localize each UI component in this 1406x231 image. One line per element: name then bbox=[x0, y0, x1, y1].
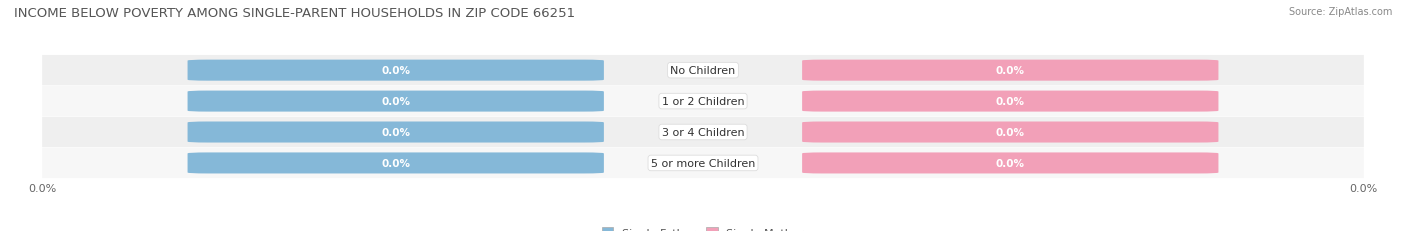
FancyBboxPatch shape bbox=[187, 91, 605, 112]
FancyBboxPatch shape bbox=[42, 148, 1364, 178]
Text: 0.0%: 0.0% bbox=[381, 66, 411, 76]
Text: 0.0%: 0.0% bbox=[995, 128, 1025, 137]
FancyBboxPatch shape bbox=[42, 56, 1364, 86]
Text: 5 or more Children: 5 or more Children bbox=[651, 158, 755, 168]
Text: INCOME BELOW POVERTY AMONG SINGLE-PARENT HOUSEHOLDS IN ZIP CODE 66251: INCOME BELOW POVERTY AMONG SINGLE-PARENT… bbox=[14, 7, 575, 20]
FancyBboxPatch shape bbox=[801, 60, 1219, 81]
FancyBboxPatch shape bbox=[801, 91, 1219, 112]
Text: 3 or 4 Children: 3 or 4 Children bbox=[662, 128, 744, 137]
Text: No Children: No Children bbox=[671, 66, 735, 76]
Text: 1 or 2 Children: 1 or 2 Children bbox=[662, 97, 744, 107]
FancyBboxPatch shape bbox=[42, 117, 1364, 148]
Text: 0.0%: 0.0% bbox=[381, 97, 411, 107]
Text: 0.0%: 0.0% bbox=[995, 66, 1025, 76]
FancyBboxPatch shape bbox=[801, 153, 1219, 174]
Legend: Single Father, Single Mother: Single Father, Single Mother bbox=[598, 223, 808, 231]
Text: 0.0%: 0.0% bbox=[995, 158, 1025, 168]
Text: 0.0%: 0.0% bbox=[381, 128, 411, 137]
FancyBboxPatch shape bbox=[42, 87, 1364, 117]
FancyBboxPatch shape bbox=[187, 60, 605, 81]
FancyBboxPatch shape bbox=[801, 122, 1219, 143]
Text: 0.0%: 0.0% bbox=[381, 158, 411, 168]
FancyBboxPatch shape bbox=[187, 153, 605, 174]
FancyBboxPatch shape bbox=[187, 122, 605, 143]
Text: 0.0%: 0.0% bbox=[995, 97, 1025, 107]
Text: Source: ZipAtlas.com: Source: ZipAtlas.com bbox=[1288, 7, 1392, 17]
